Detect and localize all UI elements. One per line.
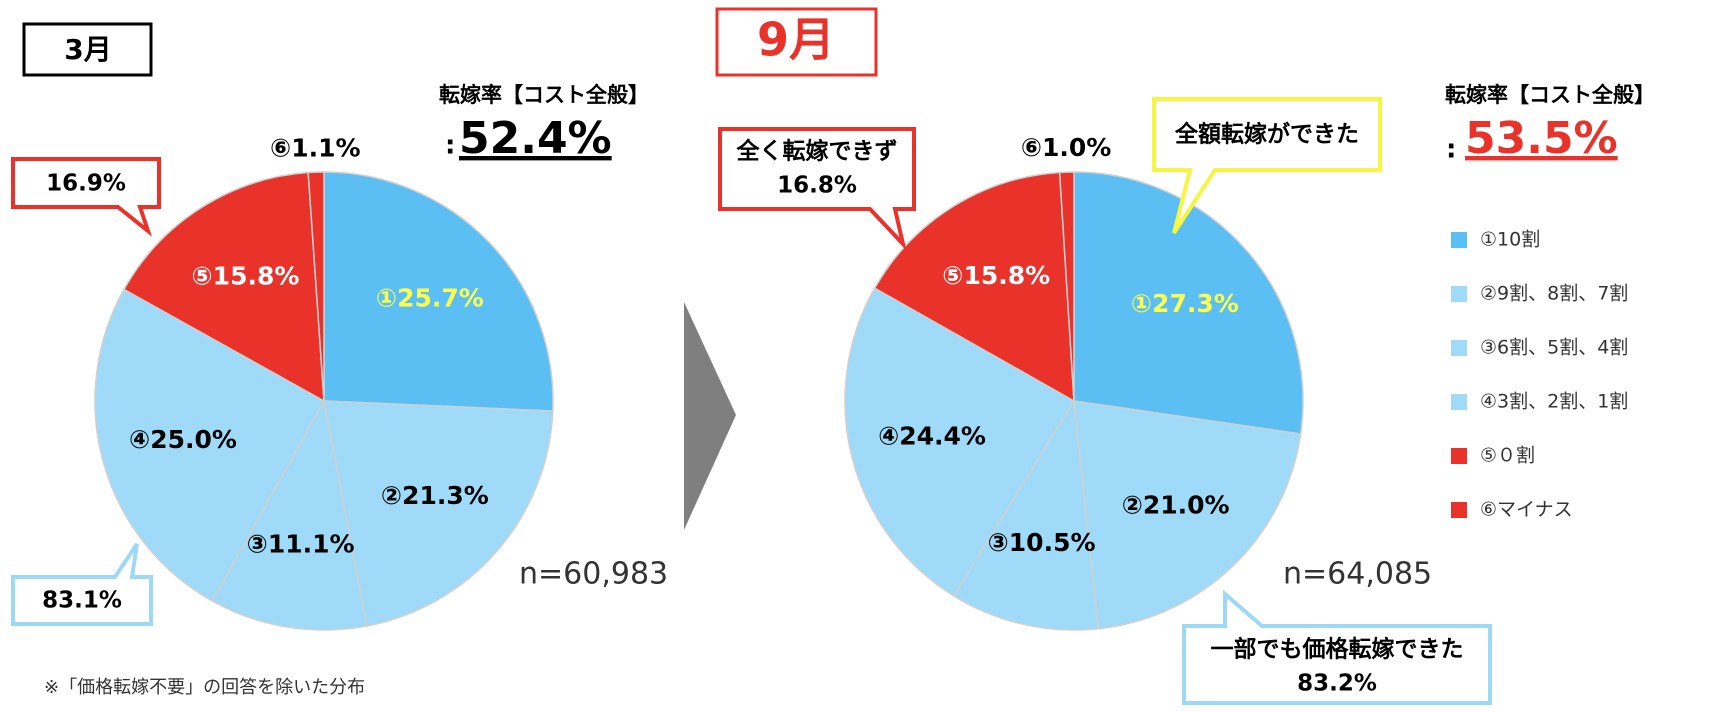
pie-slice <box>94 288 326 602</box>
sample-size: n=60,983 <box>519 557 668 592</box>
pie-slice <box>211 398 368 631</box>
rate-title: 転嫁率【コスト全般】 <box>439 83 649 107</box>
pie-slice <box>323 171 554 412</box>
callout <box>11 542 153 626</box>
chart-title: 9月 <box>757 13 835 67</box>
callout <box>1182 589 1492 705</box>
legend-label: ④3割、2割、1割 <box>1480 391 1628 413</box>
legend-label: ①10割 <box>1480 229 1540 251</box>
data-label: ⑥1.0% <box>1021 133 1112 162</box>
legend-swatch <box>1451 448 1467 464</box>
callout-text: 83.2% <box>1297 671 1377 697</box>
legend-swatch <box>1451 502 1467 518</box>
pie-slice <box>873 171 1075 403</box>
legend-label: ⑤０割 <box>1480 445 1535 467</box>
data-label: ①25.7% <box>376 284 484 313</box>
data-label: ④24.4% <box>878 421 986 450</box>
callout-text: 全額転嫁ができた <box>1174 121 1359 148</box>
data-label: ②21.3% <box>381 481 489 510</box>
pie-slice <box>1073 171 1304 435</box>
callout-text: 16.9% <box>46 171 126 197</box>
pie-slice <box>952 398 1100 631</box>
rate-value: 53.5% <box>1465 113 1618 164</box>
data-label: ①27.3% <box>1131 289 1239 318</box>
callout <box>1152 97 1382 235</box>
data-label: ③10.5% <box>988 528 1096 557</box>
pie-slice <box>1073 400 1302 630</box>
pie-slice <box>307 171 325 402</box>
legend-swatch <box>1451 340 1467 356</box>
pie-slice <box>1058 171 1075 402</box>
chart-title: 3月 <box>64 33 111 66</box>
rate-prefix: : <box>1446 135 1456 165</box>
data-label: ③11.1% <box>247 530 355 559</box>
data-label: ⑥1.1% <box>270 133 361 162</box>
legend-label: ②9割、8割、7割 <box>1480 283 1628 305</box>
pie-slice <box>844 287 1076 597</box>
legend-label: ③6割、5割、4割 <box>1480 337 1628 359</box>
data-label: ④25.0% <box>129 425 237 454</box>
data-label: ②21.0% <box>1122 491 1230 520</box>
rate-title: 転嫁率【コスト全般】 <box>1445 83 1655 107</box>
footnote: ※「価格転嫁不要」の回答を除いた分布 <box>44 677 365 698</box>
data-label: ⑤15.8% <box>942 261 1050 290</box>
callout-text: 一部でも価格転嫁できた <box>1211 636 1464 663</box>
legend-swatch <box>1451 232 1467 248</box>
callout-text: 16.8% <box>777 173 857 199</box>
callout <box>718 127 916 251</box>
arrow <box>684 302 736 530</box>
pie-slice <box>123 171 325 403</box>
sample-size: n=64,085 <box>1283 557 1432 592</box>
legend-label: ⑥マイナス <box>1480 499 1573 521</box>
callout <box>11 157 161 237</box>
month-box <box>22 22 153 77</box>
legend-swatch <box>1451 394 1467 410</box>
rate-prefix: : <box>445 131 455 161</box>
month-box <box>715 7 878 77</box>
legend-swatch <box>1451 286 1467 302</box>
callout-text: 全く転嫁できず <box>736 138 898 165</box>
callout-text: 83.1% <box>42 588 122 614</box>
data-label: ⑤15.8% <box>192 261 300 290</box>
pie-slice <box>323 400 554 627</box>
rate-value: 52.4% <box>459 113 612 164</box>
